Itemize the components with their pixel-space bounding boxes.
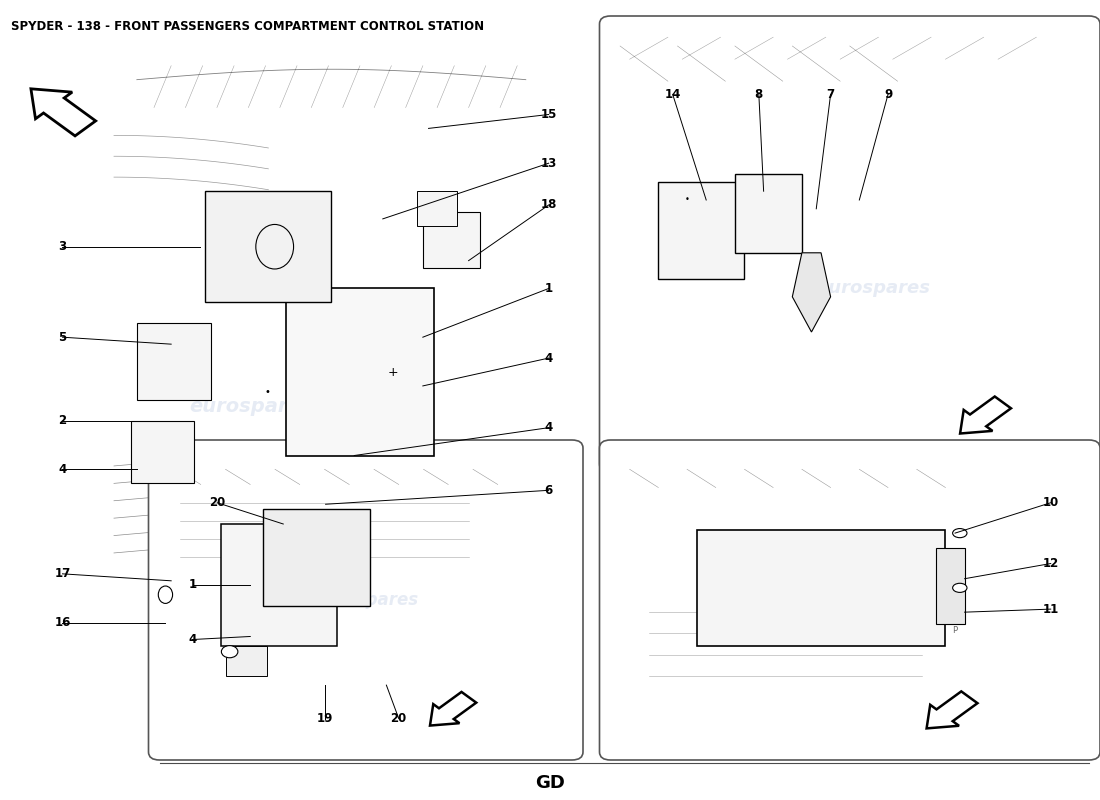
Text: 10: 10: [1043, 496, 1059, 510]
Text: 17: 17: [54, 567, 70, 580]
Text: 7: 7: [826, 88, 835, 101]
Polygon shape: [31, 89, 96, 136]
Text: 9: 9: [884, 88, 892, 101]
Polygon shape: [430, 692, 476, 726]
Bar: [658, 182, 745, 279]
Text: eurospares: eurospares: [314, 591, 418, 609]
Text: 19: 19: [317, 712, 332, 725]
Text: 12: 12: [1043, 557, 1059, 570]
Bar: [936, 548, 965, 624]
Bar: [417, 191, 458, 226]
Text: 16: 16: [54, 616, 70, 629]
Text: 4: 4: [544, 421, 553, 434]
Text: P: P: [953, 626, 958, 635]
Text: eurospares: eurospares: [189, 398, 312, 416]
Text: SPYDER - 138 - FRONT PASSENGERS COMPARTMENT CONTROL STATION: SPYDER - 138 - FRONT PASSENGERS COMPARTM…: [11, 20, 484, 33]
Text: 20: 20: [209, 496, 226, 510]
Text: 4: 4: [188, 633, 197, 646]
Text: 5: 5: [58, 330, 67, 344]
Polygon shape: [926, 691, 978, 728]
Text: 2: 2: [58, 414, 66, 427]
Text: 1: 1: [544, 282, 552, 295]
Text: •: •: [684, 195, 690, 205]
Text: 18: 18: [540, 198, 557, 211]
FancyBboxPatch shape: [600, 440, 1100, 760]
Ellipse shape: [221, 646, 238, 658]
Text: 11: 11: [1043, 602, 1059, 616]
Polygon shape: [960, 397, 1011, 434]
Text: +: +: [387, 366, 398, 378]
Text: 6: 6: [544, 484, 553, 497]
Text: 4: 4: [58, 463, 67, 476]
Text: 3: 3: [58, 240, 66, 254]
Text: 15: 15: [540, 108, 557, 121]
Bar: [263, 509, 370, 606]
Text: •: •: [265, 387, 271, 397]
Text: 14: 14: [664, 88, 681, 101]
Text: 8: 8: [755, 88, 763, 101]
Polygon shape: [792, 253, 830, 332]
Bar: [131, 421, 194, 483]
Text: 13: 13: [540, 157, 557, 170]
Text: eurospares: eurospares: [773, 591, 879, 609]
Text: GD: GD: [535, 774, 565, 792]
Ellipse shape: [953, 529, 967, 538]
Bar: [735, 174, 802, 253]
Bar: [422, 212, 480, 267]
Bar: [226, 646, 266, 676]
Text: 1: 1: [188, 578, 197, 591]
Ellipse shape: [953, 583, 967, 592]
Bar: [286, 289, 434, 455]
Bar: [206, 191, 331, 302]
Bar: [696, 530, 945, 646]
Bar: [136, 323, 211, 400]
Text: 4: 4: [544, 351, 553, 365]
Bar: [221, 524, 337, 646]
FancyBboxPatch shape: [600, 16, 1100, 472]
FancyBboxPatch shape: [148, 440, 583, 760]
Text: 20: 20: [390, 712, 407, 725]
Text: eurospares: eurospares: [816, 279, 931, 297]
